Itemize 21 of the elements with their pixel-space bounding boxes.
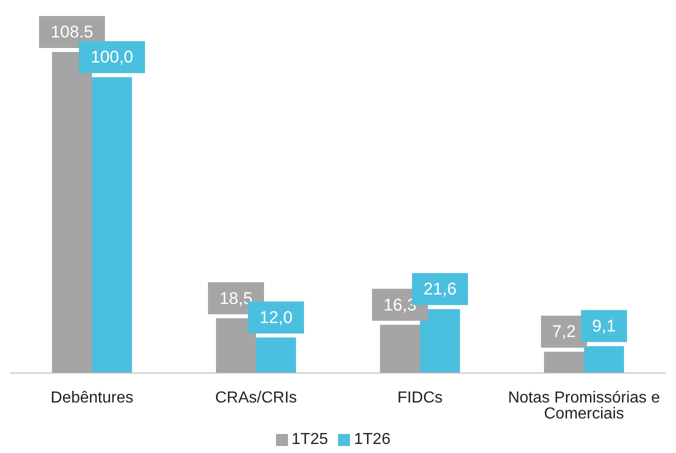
bar bbox=[420, 309, 460, 373]
data-label: 108.5 bbox=[50, 22, 94, 42]
data-label: 12,0 bbox=[259, 308, 293, 327]
legend-label: 1T26 bbox=[354, 431, 390, 448]
data-label: 18,5 bbox=[219, 288, 253, 308]
x-tick-label: CRAs/CRIs bbox=[215, 389, 297, 406]
x-tick-label: FIDCs bbox=[397, 389, 443, 406]
x-tick-label: Debêntures bbox=[50, 389, 134, 406]
bar bbox=[544, 352, 584, 373]
bar bbox=[216, 318, 256, 373]
x-tick-label: Notas Promissórias e Comerciais bbox=[508, 389, 660, 422]
bar bbox=[92, 77, 132, 373]
bar bbox=[380, 324, 420, 373]
bar bbox=[256, 338, 296, 373]
data-label: 7,2 bbox=[552, 322, 576, 342]
bar bbox=[584, 346, 624, 373]
legend-label: 1T25 bbox=[292, 431, 328, 448]
bar bbox=[52, 52, 92, 373]
data-label: 9,1 bbox=[592, 316, 616, 336]
data-label: 100,0 bbox=[90, 48, 134, 67]
data-label: 21,6 bbox=[423, 280, 457, 299]
